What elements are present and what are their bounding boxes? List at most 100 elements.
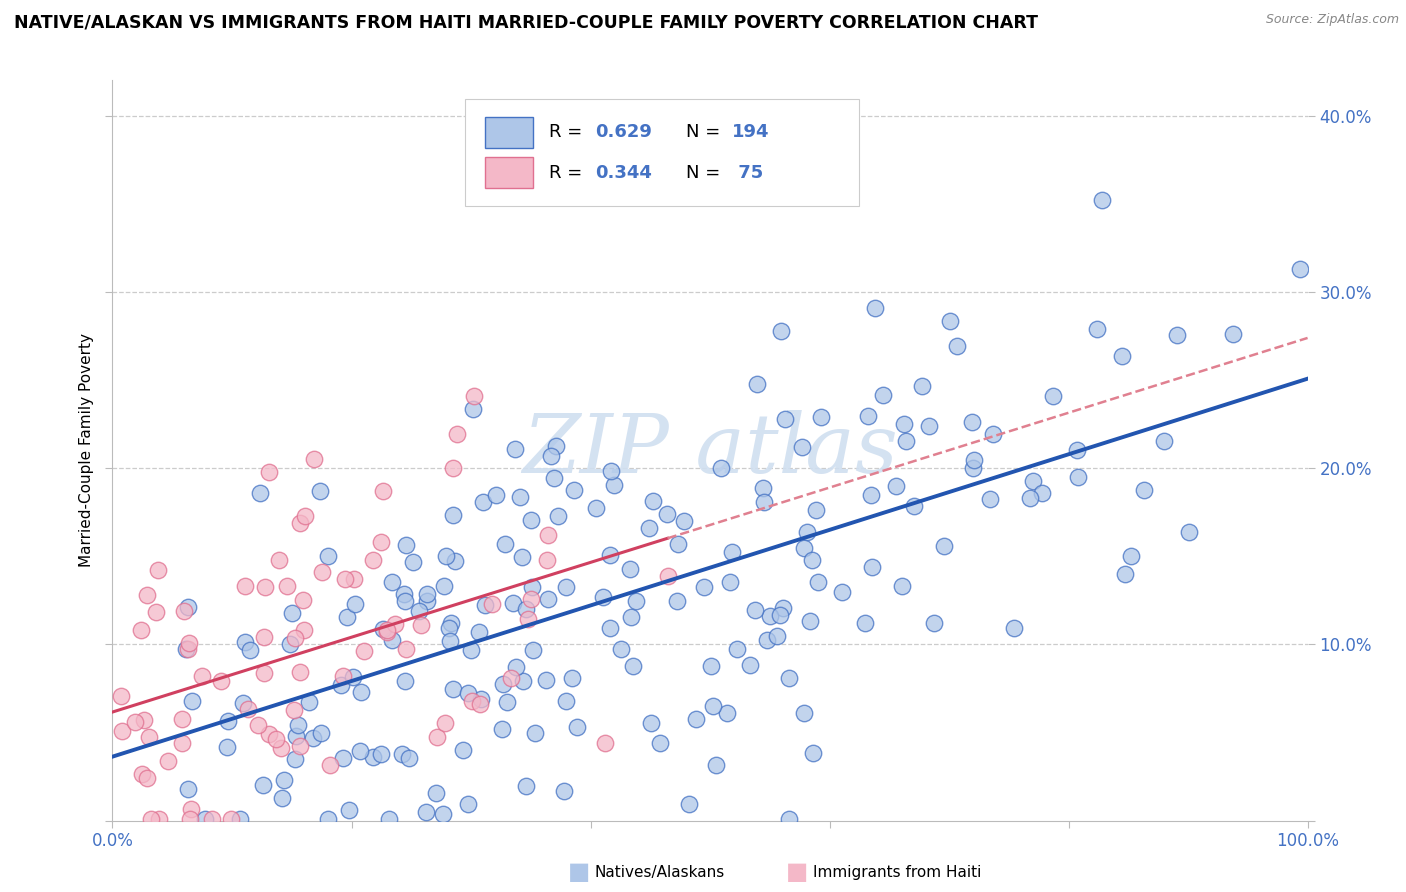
Point	[443, 554, 465, 568]
Point	[600, 465, 623, 479]
Point	[332, 751, 354, 765]
Point	[516, 612, 538, 626]
Point	[416, 594, 439, 608]
Point	[1031, 485, 1053, 500]
Text: N =: N =	[686, 164, 725, 182]
Point	[567, 720, 589, 734]
Point	[292, 623, 315, 637]
Point	[281, 606, 304, 620]
Point	[648, 736, 671, 750]
Point	[540, 449, 562, 463]
Point	[491, 723, 513, 737]
Point	[474, 598, 496, 612]
Point	[392, 587, 415, 601]
Point	[401, 555, 423, 569]
Point	[229, 812, 252, 826]
Point	[894, 434, 917, 448]
Point	[1132, 483, 1154, 498]
Point	[298, 694, 321, 708]
Point	[485, 488, 508, 502]
Point	[624, 594, 647, 608]
Point	[439, 634, 461, 648]
Point	[239, 642, 262, 657]
Point	[177, 642, 200, 657]
Point	[744, 603, 766, 617]
Point	[309, 484, 332, 499]
Point	[342, 670, 364, 684]
Point	[467, 624, 489, 639]
Point	[380, 575, 402, 590]
Point	[335, 573, 357, 587]
Text: 0.629: 0.629	[595, 123, 652, 141]
Point	[807, 574, 830, 589]
Text: N =: N =	[686, 123, 725, 141]
Point	[1178, 524, 1201, 539]
Point	[173, 604, 195, 618]
Point	[311, 565, 333, 579]
Point	[381, 633, 404, 648]
Point	[283, 703, 305, 717]
Point	[468, 697, 491, 711]
Point	[361, 552, 384, 566]
Point	[472, 495, 495, 509]
Point	[370, 535, 392, 549]
Point	[235, 635, 257, 649]
Point	[716, 706, 738, 720]
Point	[302, 451, 325, 466]
Point	[132, 713, 155, 727]
Point	[602, 477, 624, 491]
Point	[441, 461, 464, 475]
Point	[775, 411, 797, 425]
FancyBboxPatch shape	[465, 99, 859, 206]
Point	[770, 324, 793, 338]
Point	[512, 674, 534, 689]
Point	[252, 779, 274, 793]
Point	[863, 301, 886, 316]
Point	[891, 579, 914, 593]
Point	[441, 508, 464, 522]
Point	[319, 758, 342, 772]
Point	[371, 622, 394, 636]
Point	[751, 481, 773, 495]
Point	[253, 631, 276, 645]
Point	[799, 615, 821, 629]
Point	[1111, 350, 1133, 364]
Point	[157, 754, 180, 768]
Point	[766, 629, 789, 643]
Point	[747, 376, 769, 391]
Point	[668, 537, 690, 551]
FancyBboxPatch shape	[485, 117, 533, 148]
Point	[553, 783, 575, 797]
Point	[593, 736, 616, 750]
Point	[494, 536, 516, 550]
Text: ■: ■	[786, 861, 808, 884]
Point	[755, 632, 778, 647]
Point	[287, 718, 309, 732]
Point	[522, 642, 544, 657]
Point	[409, 617, 432, 632]
Point	[394, 594, 416, 608]
Point	[453, 743, 475, 757]
Point	[860, 488, 883, 502]
Point	[416, 587, 439, 601]
Point	[673, 514, 696, 528]
Point	[495, 695, 517, 709]
Point	[801, 746, 824, 760]
Point	[270, 740, 292, 755]
Point	[718, 575, 741, 590]
Point	[426, 730, 449, 744]
Point	[278, 637, 301, 651]
Point	[253, 666, 276, 681]
Point	[201, 812, 224, 826]
Point	[460, 643, 482, 657]
Point	[1153, 434, 1175, 449]
Point	[391, 747, 413, 761]
Point	[461, 694, 484, 708]
Text: 194: 194	[731, 123, 769, 141]
Point	[796, 524, 818, 539]
Point	[806, 503, 828, 517]
Point	[520, 513, 543, 527]
Point	[1067, 470, 1090, 484]
Text: ZIP atlas: ZIP atlas	[522, 410, 898, 491]
Point	[309, 725, 332, 739]
